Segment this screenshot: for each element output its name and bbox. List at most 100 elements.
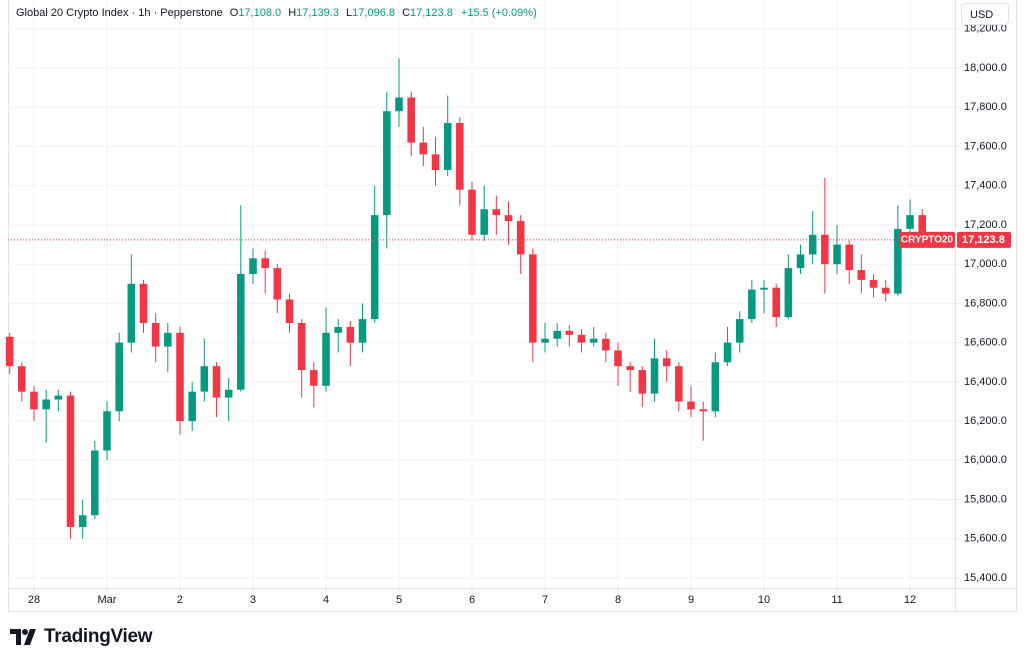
x-tick-label: 5 bbox=[396, 594, 402, 606]
candles bbox=[5, 58, 926, 539]
candle-body bbox=[711, 362, 720, 412]
candle-body bbox=[869, 279, 878, 288]
candle-body bbox=[115, 342, 123, 412]
x-tick-label: 11 bbox=[831, 594, 842, 606]
candle-body bbox=[650, 358, 659, 394]
y-tick-label: 15,800.0 bbox=[964, 493, 1007, 505]
candle-body bbox=[383, 111, 391, 216]
candle-body bbox=[638, 370, 647, 394]
candle-body bbox=[626, 366, 634, 371]
brand: TradingView bbox=[10, 626, 153, 648]
candle-body bbox=[468, 189, 476, 235]
currency-button[interactable]: USD bbox=[961, 3, 1009, 25]
candle-body bbox=[602, 338, 610, 351]
candle-body bbox=[261, 258, 269, 269]
candle-body bbox=[504, 215, 513, 222]
candle-body bbox=[565, 330, 574, 335]
candle-body bbox=[42, 399, 50, 410]
candle-body bbox=[553, 330, 561, 339]
candle-body bbox=[529, 254, 537, 343]
candle-body bbox=[224, 389, 233, 398]
candle-body bbox=[18, 366, 26, 392]
candle-body bbox=[285, 299, 294, 324]
ohlc-value: 17,096.8 bbox=[352, 7, 395, 19]
ohlc-value: 17,123.8 bbox=[410, 7, 453, 19]
brand-logo bbox=[10, 629, 36, 645]
y-tick-label: 16,000.0 bbox=[964, 454, 1007, 466]
candle-body bbox=[577, 334, 586, 343]
candle-body bbox=[735, 319, 744, 343]
candle-body bbox=[516, 221, 525, 255]
candle-body bbox=[614, 350, 622, 367]
candle-body bbox=[212, 366, 221, 398]
candle-body bbox=[821, 234, 829, 265]
candle-body bbox=[699, 409, 707, 412]
candle-body bbox=[431, 154, 440, 171]
y-tick-label: 18,200.0 bbox=[964, 23, 1007, 35]
candle-body bbox=[833, 244, 841, 265]
x-tick-label: 3 bbox=[250, 594, 256, 606]
y-tick-label: 16,400.0 bbox=[964, 376, 1007, 388]
last-price-label: 17,123.8 bbox=[962, 234, 1005, 246]
y-tick-label: 17,400.0 bbox=[964, 180, 1007, 192]
symbol-title: Global 20 Crypto Index · 1h · Pepperston… bbox=[16, 7, 223, 19]
x-tick-label: 28 bbox=[28, 594, 40, 606]
y-tick-label: 15,600.0 bbox=[964, 533, 1007, 545]
candle-body bbox=[103, 411, 111, 451]
candle-body bbox=[881, 287, 890, 294]
candle-body bbox=[760, 287, 768, 290]
ohlc-key: C bbox=[402, 7, 411, 19]
candle-body bbox=[54, 395, 63, 400]
x-tick-label: 9 bbox=[688, 594, 694, 606]
y-tick-label: 16,200.0 bbox=[964, 415, 1007, 427]
candle-body bbox=[918, 215, 926, 240]
candle-body bbox=[456, 122, 464, 190]
candle-body bbox=[845, 244, 853, 271]
x-tick-label: 12 bbox=[904, 594, 916, 606]
ohlc-key: O bbox=[229, 7, 239, 19]
candle-body bbox=[419, 142, 428, 155]
brand-name: TradingView bbox=[44, 626, 153, 647]
candle-body bbox=[322, 332, 330, 386]
symbol-tag: CRYPTO20 bbox=[901, 235, 954, 246]
candle-body bbox=[334, 326, 342, 333]
candle-body bbox=[492, 209, 501, 216]
candle-body bbox=[687, 401, 695, 410]
x-tick-label: 8 bbox=[615, 594, 621, 606]
candle-body bbox=[906, 215, 914, 229]
candle-body bbox=[151, 323, 160, 347]
candle-body bbox=[857, 270, 866, 280]
grid: 15,400.0 15,600.0 15,800.0 16,000.0 16,200.0… bbox=[8, 0, 1007, 606]
candle-body bbox=[723, 342, 732, 363]
candle-body bbox=[164, 332, 172, 347]
x-tick-label: 2 bbox=[177, 594, 183, 606]
candle-body bbox=[480, 209, 488, 235]
candle-body bbox=[91, 450, 99, 516]
candle-body bbox=[407, 97, 415, 143]
x-tick-label: 7 bbox=[542, 594, 548, 606]
ohlc-key: L bbox=[346, 7, 353, 19]
y-tick-label: 17,800.0 bbox=[964, 101, 1007, 113]
candle-body bbox=[176, 332, 184, 422]
chart: 15,400.0 15,600.0 15,800.0 16,000.0 16,200.0… bbox=[5, 0, 1017, 612]
candle-body bbox=[675, 366, 683, 402]
candle-body bbox=[784, 268, 793, 318]
candle-body bbox=[894, 228, 902, 294]
candle-body bbox=[748, 289, 756, 320]
candle-body bbox=[297, 323, 306, 371]
candle-body bbox=[370, 215, 379, 320]
candle-body bbox=[395, 97, 403, 112]
candle-body bbox=[443, 122, 452, 171]
overlay: CRYPTO20 17,123.8 bbox=[8, 231, 1011, 248]
candle-body bbox=[273, 268, 282, 300]
candle-body bbox=[662, 358, 671, 367]
candle-body bbox=[249, 258, 257, 274]
x-tick-label: 4 bbox=[323, 594, 329, 606]
candle-body bbox=[200, 366, 209, 392]
candle-body bbox=[589, 338, 598, 343]
candle-body bbox=[5, 336, 14, 367]
candle-body bbox=[346, 326, 355, 343]
y-tick-label: 18,000.0 bbox=[964, 62, 1007, 74]
candle-body bbox=[796, 254, 805, 269]
